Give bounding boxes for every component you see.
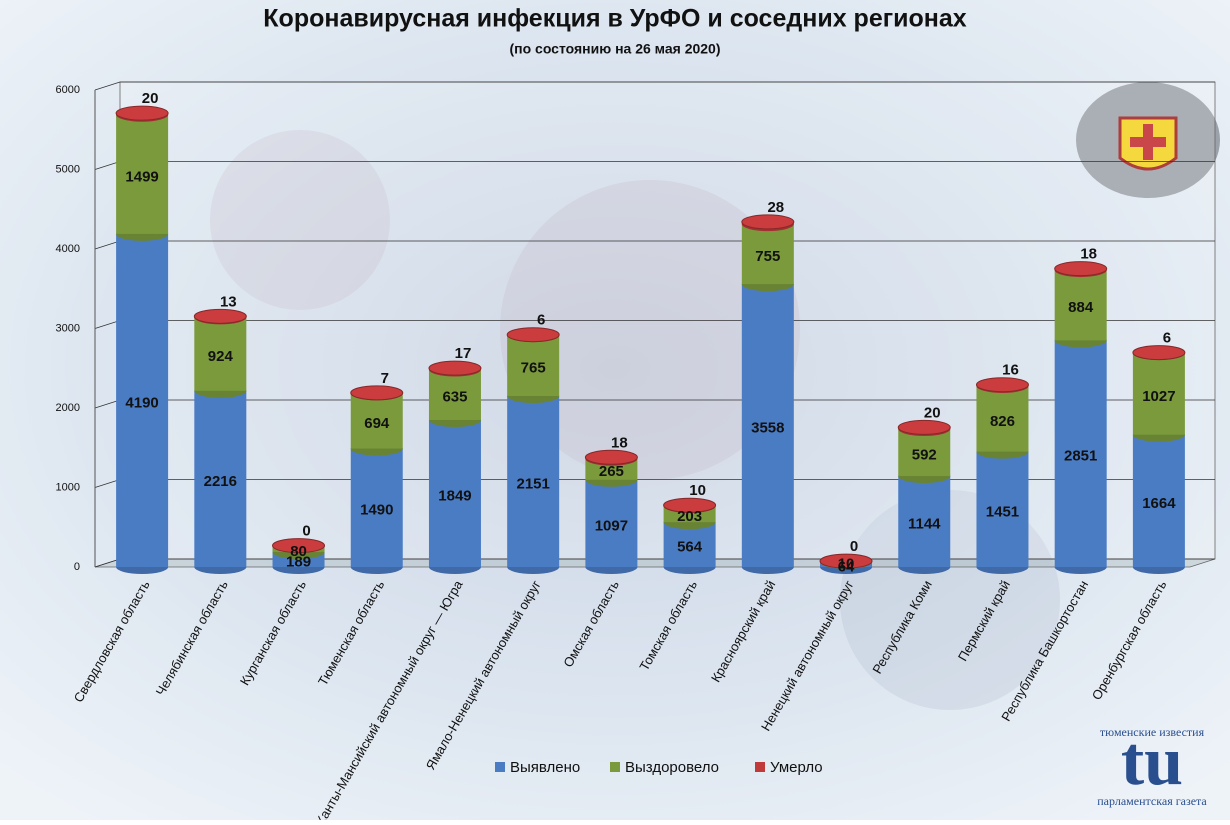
logo-mark: tu [1121,723,1183,800]
value-label: 826 [990,413,1015,430]
legend-swatch [610,762,620,772]
value-label: 1664 [1142,495,1176,512]
value-label: 2851 [1064,448,1097,465]
value-label: 2151 [516,475,549,492]
value-label: 16 [1002,362,1019,379]
y-tick-label: 6000 [56,84,80,96]
bar-top [1055,262,1107,276]
bar-top [429,361,481,375]
legend-swatch [495,762,505,772]
value-label: 1027 [1142,388,1175,405]
value-label: 884 [1068,299,1094,316]
value-label: 18 [611,434,628,451]
value-label: 20 [142,90,159,107]
value-label: 80 [290,543,307,560]
bar-top [1133,346,1185,360]
value-label: 4190 [125,394,158,411]
bar-top [351,386,403,400]
value-label: 10 [689,482,706,499]
bar-stack [898,420,950,574]
y-tick-label: 3000 [56,322,80,334]
bar-stack [976,378,1028,574]
bar-top [898,420,950,434]
value-label: 20 [924,404,941,421]
value-label: 924 [208,348,234,365]
y-tick-label: 4000 [56,243,80,255]
value-label: 1849 [438,487,471,504]
value-label: 592 [912,446,937,463]
legend-swatch [755,762,765,772]
value-label: 635 [442,389,467,406]
legend-label: Выздоровело [625,759,719,776]
bar-top [194,309,246,323]
value-label: 6 [537,312,545,329]
value-label: 7 [381,370,389,387]
value-label: 1451 [986,503,1019,520]
chart-title: Коронавирусная инфекция в УрФО и соседни… [263,5,966,33]
plot-floor [95,559,1215,567]
value-label: 28 [767,199,784,216]
y-tick-label: 1000 [56,481,80,493]
bar-stack [1133,346,1185,574]
value-label: 1499 [125,168,158,185]
bar-top [585,450,637,464]
value-label: 6 [1163,330,1171,347]
value-label: 0 [302,523,310,540]
value-label: 1097 [595,517,628,534]
value-label: 265 [599,463,624,480]
bar-top [507,328,559,342]
value-label: 1490 [360,502,393,519]
value-label: 10 [838,555,855,572]
value-label: 755 [755,248,780,265]
logo-bottom: парламентская газета [1097,794,1207,808]
legend: Выявлено Выздоровело Умерло [495,759,823,776]
value-label: 564 [677,539,703,556]
value-label: 203 [677,508,702,525]
value-label: 694 [364,415,390,432]
chart-subtitle: (по состоянию на 26 мая 2020) [509,41,720,57]
bar-top [116,106,168,120]
value-label: 13 [220,293,237,310]
y-tick-label: 5000 [56,163,80,175]
bar-top [976,378,1028,392]
y-tick-label: 2000 [56,402,80,414]
value-label: 18 [1080,246,1097,263]
y-tick-label: 0 [74,561,80,573]
bar-top [742,215,794,229]
legend-label: Выявлено [510,759,580,776]
value-label: 765 [521,360,546,377]
value-label: 0 [850,538,858,555]
value-label: 2216 [204,473,237,490]
value-label: 3558 [751,420,784,437]
legend-label: Умерло [770,759,823,776]
value-label: 1144 [908,515,941,532]
value-label: 17 [455,345,472,362]
bar-stack [742,215,794,574]
